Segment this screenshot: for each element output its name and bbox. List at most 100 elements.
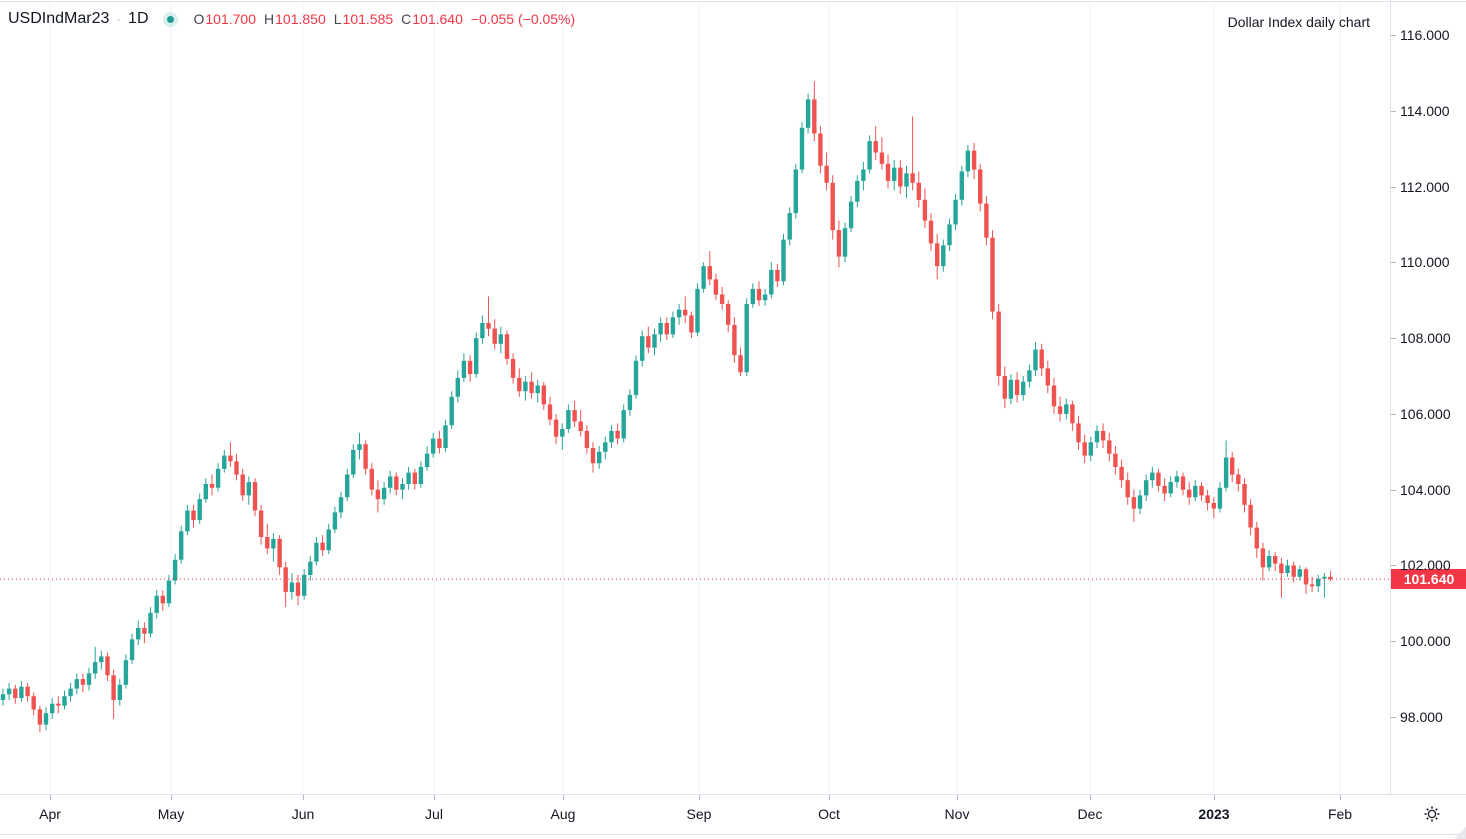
candle[interactable] — [547, 396, 553, 426]
candle[interactable] — [474, 332, 479, 378]
candle[interactable] — [314, 537, 319, 566]
candle[interactable] — [99, 650, 104, 670]
candle[interactable] — [1266, 550, 1272, 572]
candle[interactable] — [492, 319, 497, 350]
candle[interactable] — [1045, 360, 1050, 394]
candle[interactable] — [848, 196, 854, 232]
candle[interactable] — [584, 425, 590, 454]
candle[interactable] — [326, 523, 331, 555]
candle[interactable] — [1254, 521, 1259, 558]
candle[interactable] — [1211, 497, 1216, 519]
candle[interactable] — [111, 669, 116, 719]
candle[interactable] — [738, 347, 743, 376]
candle[interactable] — [529, 372, 534, 399]
candle[interactable] — [726, 300, 731, 333]
candle[interactable] — [117, 679, 122, 706]
candle[interactable] — [695, 283, 700, 337]
candle[interactable] — [984, 196, 989, 246]
candle[interactable] — [670, 311, 676, 339]
candle[interactable] — [1297, 565, 1302, 581]
candle[interactable] — [627, 389, 633, 416]
candle[interactable] — [467, 355, 473, 382]
candle[interactable] — [1328, 571, 1333, 582]
candle[interactable] — [683, 296, 688, 323]
candle[interactable] — [1187, 482, 1192, 505]
candle[interactable] — [320, 535, 325, 556]
candle[interactable] — [621, 404, 626, 443]
candle[interactable] — [793, 163, 798, 219]
candle[interactable] — [1303, 567, 1309, 594]
symbol-title[interactable]: USDIndMar23 — [8, 10, 110, 27]
candle[interactable] — [265, 523, 270, 555]
candle[interactable] — [990, 230, 995, 320]
candle[interactable] — [965, 144, 971, 178]
candle[interactable] — [879, 137, 885, 170]
candle[interactable] — [1316, 574, 1321, 592]
candle[interactable] — [166, 574, 172, 608]
candle[interactable] — [1144, 474, 1149, 502]
market-status-dot-button[interactable] — [162, 11, 178, 27]
candle[interactable] — [105, 652, 110, 681]
candle[interactable] — [1076, 415, 1081, 450]
candle[interactable] — [449, 391, 454, 429]
candle[interactable] — [363, 440, 368, 475]
candle[interactable] — [775, 264, 780, 287]
candle[interactable] — [898, 160, 903, 195]
candle[interactable] — [455, 370, 460, 403]
candle[interactable] — [461, 353, 467, 382]
candle[interactable] — [1107, 432, 1112, 462]
candle[interactable] — [1223, 440, 1229, 492]
candle[interactable] — [68, 682, 73, 702]
candle[interactable] — [148, 607, 153, 638]
time-axis[interactable]: Apr May Jun Jul Aug Sep Oct Nov Dec 2023 Feb — [0, 794, 1466, 835]
candle[interactable] — [86, 667, 92, 691]
candle[interactable] — [707, 251, 712, 286]
candle[interactable] — [1125, 472, 1130, 505]
candle[interactable] — [1027, 364, 1032, 388]
candle[interactable] — [412, 468, 417, 490]
candle[interactable] — [179, 525, 184, 564]
candle[interactable] — [43, 707, 49, 731]
candle[interactable] — [504, 330, 510, 365]
candle[interactable] — [1088, 436, 1093, 462]
candle[interactable] — [74, 673, 79, 695]
candle[interactable] — [56, 696, 61, 714]
candle[interactable] — [799, 122, 805, 174]
candle[interactable] — [855, 175, 860, 208]
candle[interactable] — [535, 379, 540, 403]
candle[interactable] — [1180, 472, 1186, 496]
candle[interactable] — [867, 135, 872, 174]
candle[interactable] — [136, 620, 141, 645]
price-axis[interactable]: 101.640 116.000 114.000 112.000 110.000 108.… — [1390, 0, 1466, 835]
candle[interactable] — [369, 463, 374, 496]
candle[interactable] — [578, 410, 583, 437]
candle[interactable] — [37, 705, 43, 733]
candle[interactable] — [1199, 482, 1204, 501]
candle[interactable] — [1039, 343, 1044, 376]
candle[interactable] — [295, 574, 301, 606]
candle[interactable] — [971, 143, 977, 179]
candle[interactable] — [240, 468, 245, 501]
candle[interactable] — [646, 326, 651, 354]
candle[interactable] — [480, 315, 485, 344]
candle[interactable] — [566, 404, 571, 433]
candle[interactable] — [1168, 476, 1173, 498]
candle[interactable] — [424, 446, 430, 471]
candle[interactable] — [1119, 459, 1124, 488]
candle[interactable] — [50, 698, 55, 719]
candle[interactable] — [93, 646, 98, 680]
candle[interactable] — [381, 482, 387, 505]
candle[interactable] — [1137, 489, 1143, 515]
candle[interactable] — [277, 535, 282, 575]
candle[interactable] — [338, 491, 344, 519]
candle[interactable] — [209, 474, 215, 496]
candle[interactable] — [1285, 559, 1290, 577]
candle[interactable] — [1064, 398, 1069, 420]
candle[interactable] — [590, 442, 596, 473]
candle[interactable] — [1033, 341, 1038, 376]
candle[interactable] — [388, 470, 393, 494]
candle[interactable] — [406, 466, 411, 490]
candle[interactable] — [400, 478, 405, 500]
candle[interactable] — [615, 423, 620, 445]
candle[interactable] — [922, 188, 928, 229]
